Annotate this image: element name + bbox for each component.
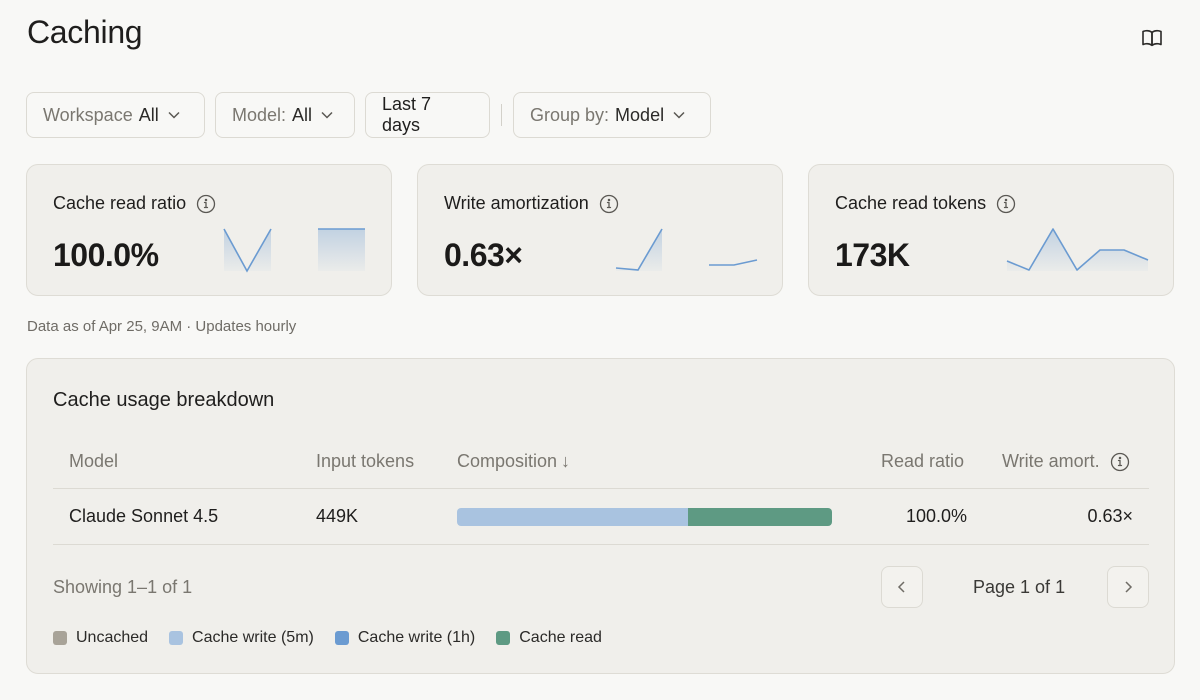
composition-bar bbox=[457, 508, 832, 526]
card-value: 0.63× bbox=[444, 237, 523, 273]
info-icon[interactable] bbox=[196, 194, 216, 214]
column-header-write-amort[interactable]: Write amort. bbox=[1002, 451, 1130, 472]
card-title: Cache read tokens bbox=[835, 193, 1016, 214]
chevron-down-icon bbox=[320, 108, 334, 122]
data-freshness-note: Data as of Apr 25, 9AM · Updates hourly bbox=[27, 318, 297, 335]
filter-divider bbox=[501, 104, 502, 126]
composition-segment-cache-write-5m bbox=[457, 508, 688, 526]
column-header-model[interactable]: Model bbox=[69, 451, 119, 471]
model-filter-value: All bbox=[292, 104, 313, 125]
workspace-filter-value: All bbox=[138, 104, 159, 125]
composition-legend: Uncached Cache write (5m) Cache write (1… bbox=[53, 629, 623, 647]
card-title: Cache read ratio bbox=[53, 193, 216, 214]
chevron-down-icon bbox=[167, 108, 181, 122]
card-title-text: Write amortization bbox=[444, 193, 589, 213]
column-header-write-amort-label: Write amort. bbox=[1002, 451, 1100, 471]
workspace-filter[interactable]: Workspace All bbox=[26, 92, 205, 138]
legend-item-cache-write-1h: Cache write (1h) bbox=[334, 629, 476, 647]
legend-swatch bbox=[53, 631, 67, 645]
column-header-read-ratio[interactable]: Read ratio bbox=[881, 451, 965, 471]
sparkline-chart bbox=[223, 228, 365, 273]
legend-label: Cache write (5m) bbox=[192, 629, 314, 646]
legend-swatch bbox=[169, 631, 184, 645]
workspace-filter-label: Workspace bbox=[43, 104, 133, 125]
column-header-input-tokens[interactable]: Input tokens bbox=[316, 451, 415, 471]
legend-label: Uncached bbox=[76, 629, 149, 646]
page-title: Caching bbox=[27, 14, 143, 50]
group-by-label: Group by: bbox=[530, 104, 610, 125]
card-title-text: Cache read ratio bbox=[53, 193, 187, 213]
info-icon[interactable] bbox=[996, 194, 1016, 214]
cache-read-tokens-card: Cache read tokens 173K bbox=[808, 164, 1174, 296]
info-icon[interactable] bbox=[1110, 452, 1130, 472]
legend-swatch bbox=[334, 631, 349, 645]
chevron-right-icon bbox=[1125, 581, 1133, 593]
group-by-filter[interactable]: Group by: Model bbox=[513, 92, 711, 138]
cell-model: Claude Sonnet 4.5 bbox=[69, 506, 219, 526]
sparkline-chart bbox=[1006, 228, 1149, 271]
page-indicator: Page 1 of 1 bbox=[973, 577, 1066, 597]
card-title: Write amortization bbox=[444, 193, 619, 214]
card-value: 100.0% bbox=[53, 237, 159, 273]
group-by-value: Model bbox=[615, 104, 665, 125]
card-value: 173K bbox=[835, 237, 910, 273]
column-header-composition-label: Composition bbox=[457, 451, 558, 471]
sort-arrow-down-icon: ↓ bbox=[561, 451, 571, 471]
panel-title: Cache usage breakdown bbox=[53, 389, 275, 411]
legend-item-cache-read: Cache read bbox=[496, 629, 602, 647]
card-title-text: Cache read tokens bbox=[835, 193, 987, 213]
cell-input-tokens: 449K bbox=[316, 506, 359, 526]
model-filter[interactable]: Model: All bbox=[215, 92, 355, 138]
pagination-summary: Showing 1–1 of 1 bbox=[53, 577, 193, 597]
table-row[interactable]: Claude Sonnet 4.5 449K 100.0% 0.63× bbox=[53, 489, 1149, 545]
previous-page-button[interactable] bbox=[881, 566, 923, 608]
filter-bar: Workspace All Model: All Last 7 days Gro… bbox=[26, 92, 721, 138]
legend-swatch bbox=[496, 631, 511, 645]
chevron-left-icon bbox=[897, 581, 905, 593]
cell-write-amort: 0.63× bbox=[1087, 506, 1133, 526]
info-icon[interactable] bbox=[599, 194, 619, 214]
sparkline-chart bbox=[615, 228, 758, 271]
legend-label: Cache write (1h) bbox=[357, 629, 476, 646]
date-range-filter[interactable]: Last 7 days bbox=[365, 92, 490, 138]
legend-item-uncached: Uncached bbox=[53, 629, 148, 647]
write-amortization-card: Write amortization 0.63× bbox=[417, 164, 783, 296]
cache-read-ratio-card: Cache read ratio 100.0% bbox=[26, 164, 392, 296]
date-range-value: Last 7 days bbox=[382, 94, 432, 135]
model-filter-label: Model: bbox=[232, 104, 287, 125]
docs-button[interactable] bbox=[1136, 22, 1168, 54]
column-header-composition[interactable]: Composition ↓ bbox=[457, 451, 570, 472]
cell-read-ratio: 100.0% bbox=[905, 506, 967, 526]
legend-label: Cache read bbox=[519, 629, 602, 646]
next-page-button[interactable] bbox=[1107, 566, 1149, 608]
chevron-down-icon bbox=[672, 108, 686, 122]
table-header: Model Input tokens Composition ↓ Read ra… bbox=[53, 437, 1149, 489]
cache-usage-breakdown-panel: Cache usage breakdown Model Input tokens… bbox=[26, 358, 1175, 674]
composition-segment-cache-read bbox=[687, 508, 832, 526]
legend-item-cache-write-5m: Cache write (5m) bbox=[169, 629, 314, 647]
book-open-icon bbox=[1142, 29, 1162, 47]
